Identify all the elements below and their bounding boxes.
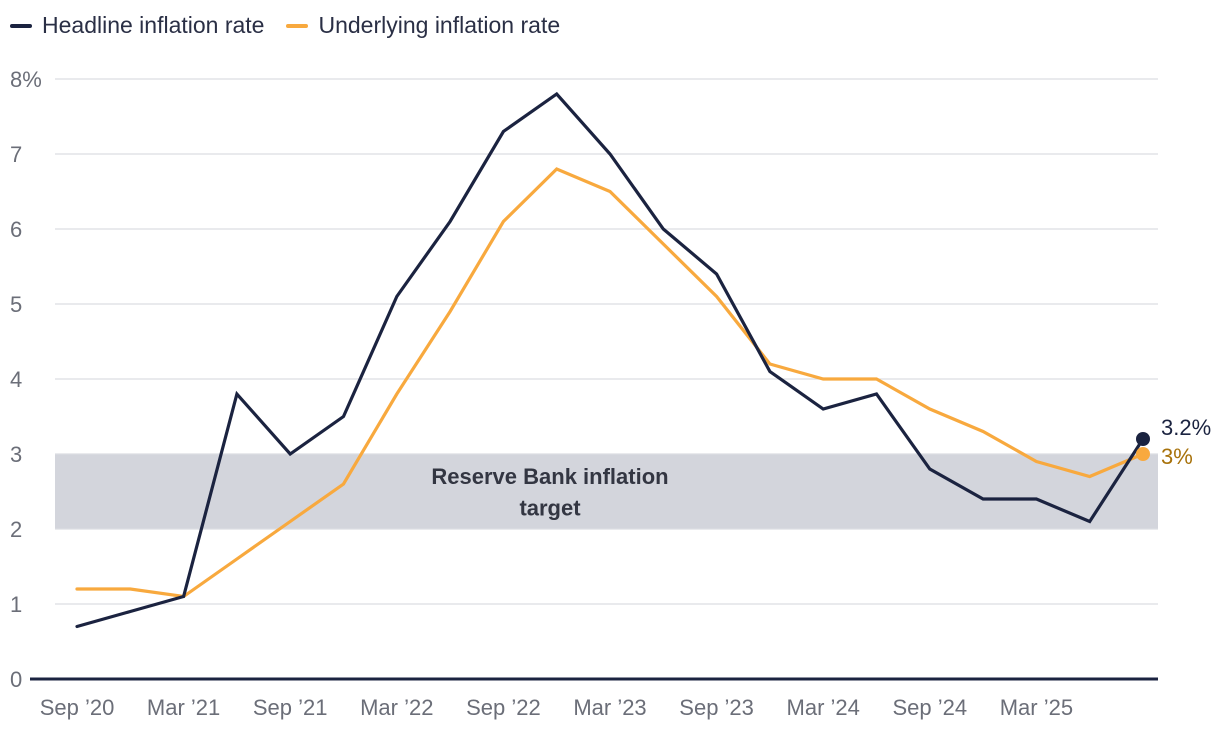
legend-label-headline: Headline inflation rate xyxy=(42,12,265,38)
x-tick-label: Sep ’24 xyxy=(892,695,967,720)
target-band-label: target xyxy=(519,496,581,521)
x-tick-label: Mar ’24 xyxy=(787,695,860,720)
legend-item-headline: Headline inflation rate xyxy=(10,12,264,39)
legend-swatch-underlying xyxy=(286,23,309,28)
x-tick-label: Mar ’23 xyxy=(573,695,646,720)
y-tick-label: 6 xyxy=(10,217,22,242)
underlying-end-marker xyxy=(1136,447,1150,461)
underlying-end-label: 3% xyxy=(1161,444,1193,469)
x-tick-label: Sep ’20 xyxy=(40,695,115,720)
chart-legend: Headline inflation rate Underlying infla… xyxy=(10,12,560,39)
x-tick-label: Sep ’21 xyxy=(253,695,328,720)
headline-inflation-line xyxy=(75,91,1145,629)
x-tick-label: Sep ’22 xyxy=(466,695,541,720)
headline-end-marker xyxy=(1136,432,1150,446)
y-tick-label: 8% xyxy=(10,67,42,92)
x-tick-label: Mar ’21 xyxy=(147,695,220,720)
legend-label-underlying: Underlying inflation rate xyxy=(318,12,561,38)
y-tick-label: 3 xyxy=(10,442,22,467)
y-tick-label: 5 xyxy=(10,292,22,317)
x-tick-label: Mar ’22 xyxy=(360,695,433,720)
y-tick-label: 2 xyxy=(10,517,22,542)
y-tick-label: 1 xyxy=(10,592,22,617)
legend-swatch-headline xyxy=(10,23,32,28)
headline-end-label: 3.2% xyxy=(1161,415,1211,440)
y-tick-label: 0 xyxy=(10,667,22,692)
x-tick-label: Mar ’25 xyxy=(1000,695,1073,720)
y-tick-label: 4 xyxy=(10,367,22,392)
target-band xyxy=(55,454,1158,529)
underlying-inflation-line xyxy=(75,167,1145,599)
legend-item-underlying: Underlying inflation rate xyxy=(286,12,560,39)
x-tick-label: Sep ’23 xyxy=(679,695,754,720)
target-band-label: Reserve Bank inflation xyxy=(431,464,668,489)
y-tick-label: 7 xyxy=(10,142,22,167)
